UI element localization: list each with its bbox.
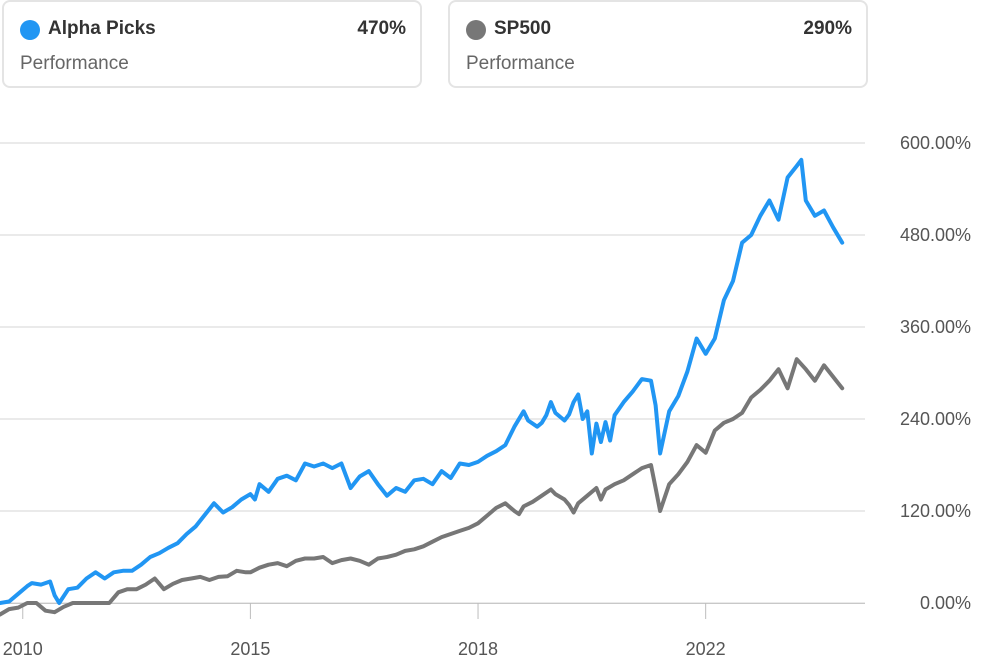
alpha-picks-name: Alpha Picks bbox=[48, 18, 156, 39]
y-tick-label: 480.00% bbox=[900, 225, 971, 245]
sp500-name: SP500 bbox=[494, 18, 552, 39]
alpha-picks-series-line bbox=[0, 157, 845, 605]
x-tick-label: 2015 bbox=[230, 639, 270, 659]
alpha-picks-card[interactable]: Alpha Picks 470% Performance bbox=[2, 0, 422, 88]
sp500-card[interactable]: SP500 290% Performance bbox=[448, 0, 868, 88]
y-tick-label: 120.00% bbox=[900, 501, 971, 521]
sp500-legend-dot bbox=[466, 20, 486, 40]
x-tick-label: 2022 bbox=[686, 639, 726, 659]
sp500-value: 290% bbox=[803, 18, 852, 39]
alpha-picks-value: 470% bbox=[357, 18, 406, 39]
y-tick-label: 0.00% bbox=[920, 593, 971, 613]
y-tick-label: 360.00% bbox=[900, 317, 971, 337]
x-tick-label: 2018 bbox=[458, 639, 498, 659]
alpha-picks-subtitle: Performance bbox=[20, 53, 129, 74]
alpha-picks-legend-dot bbox=[20, 20, 40, 40]
x-tick-label: 2010 bbox=[3, 639, 43, 659]
y-tick-label: 240.00% bbox=[900, 409, 971, 429]
y-tick-label: 600.00% bbox=[900, 133, 971, 153]
sp500-subtitle: Performance bbox=[466, 53, 575, 74]
sp500-series-line bbox=[0, 357, 845, 617]
